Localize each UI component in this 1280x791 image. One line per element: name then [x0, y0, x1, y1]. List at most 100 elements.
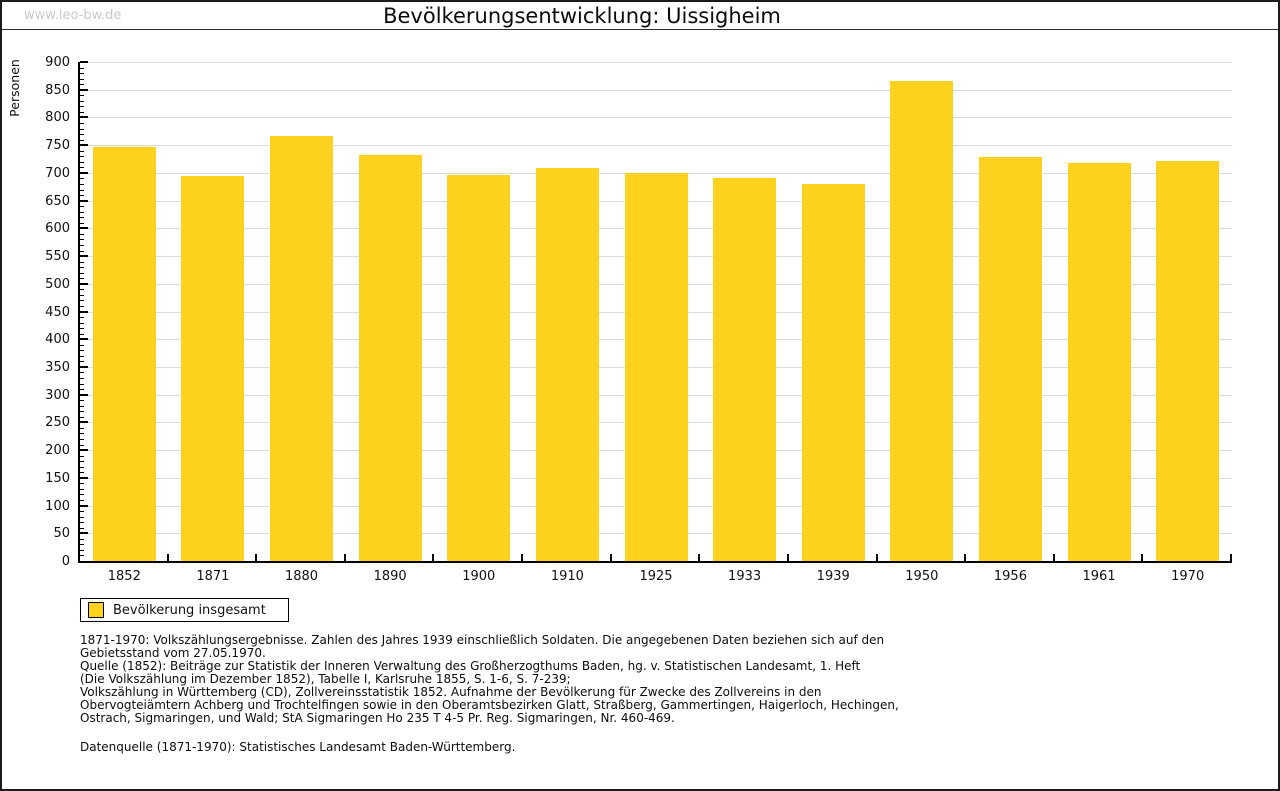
y-axis-tick: [80, 522, 84, 524]
y-axis-tick: [80, 300, 84, 302]
x-axis-tick: [964, 554, 967, 561]
y-axis-tick: [80, 516, 84, 518]
y-axis-tick: [80, 144, 88, 147]
x-axis-label: 1880: [284, 569, 319, 584]
x-axis-label: 1852: [107, 569, 141, 584]
y-axis-tick: [80, 84, 84, 86]
y-axis-tick: [80, 527, 84, 529]
x-axis-tick: [255, 554, 258, 561]
y-axis-tick: [80, 365, 88, 368]
y-axis-tick: [80, 189, 84, 191]
y-axis-tick: [80, 444, 84, 446]
y-axis-tick: [80, 372, 84, 374]
y-axis-tick: [80, 344, 84, 346]
legend-swatch-icon: [88, 602, 104, 618]
y-axis-tick: [80, 150, 84, 152]
x-axis-tick: [521, 554, 524, 561]
y-axis-tick: [80, 61, 88, 63]
y-axis-tick: [80, 122, 84, 124]
x-axis-tick: [432, 554, 435, 561]
y-axis-label: 800: [45, 110, 70, 126]
y-axis-tick: [80, 421, 88, 424]
gridline: [80, 89, 1232, 91]
y-axis-tick: [80, 472, 84, 474]
legend: Bevölkerung insgesamt: [80, 598, 289, 622]
y-axis-tick: [80, 111, 84, 113]
bar-1890: [358, 155, 422, 561]
bar-1871: [181, 175, 245, 561]
bar-1939: [801, 183, 865, 561]
y-axis-tick: [80, 532, 88, 535]
y-axis-tick: [80, 461, 84, 463]
x-axis-tick: [786, 554, 789, 561]
y-axis-tick: [80, 544, 84, 546]
y-axis-label: 150: [45, 470, 70, 486]
y-axis-tick: [80, 416, 84, 418]
y-axis-tick: [80, 405, 84, 407]
y-axis-tick: [80, 350, 84, 352]
y-axis-tick: [80, 116, 88, 119]
y-axis-label: 500: [45, 276, 70, 292]
y-axis-tick: [80, 317, 84, 319]
y-axis-tick: [80, 538, 84, 540]
y-axis-tick: [80, 400, 84, 402]
y-axis-tick: [80, 139, 84, 141]
bar-1933: [713, 178, 777, 561]
y-axis-label: 250: [45, 415, 70, 431]
y-axis-tick: [80, 250, 84, 252]
y-axis-tick: [80, 199, 88, 202]
gridline: [80, 145, 1232, 147]
y-axis-tick: [80, 476, 88, 479]
y-axis-tick: [80, 278, 84, 280]
bar-1950: [890, 80, 954, 561]
y-axis-tick: [80, 333, 84, 335]
x-axis-tick: [875, 554, 878, 561]
y-axis-tick: [80, 100, 84, 102]
y-axis-label: 700: [45, 165, 70, 181]
footer-note-line: Gebietsstand vom 27.05.1970.: [80, 646, 266, 660]
y-axis-label: 650: [45, 193, 70, 209]
y-axis-label: 0: [61, 554, 70, 569]
y-axis-tick: [80, 504, 88, 507]
y-axis-label: 50: [53, 526, 70, 542]
y-axis-tick: [80, 195, 84, 197]
y-axis-tick: [80, 261, 84, 263]
x-axis-label: 1939: [816, 569, 850, 584]
y-axis-tick: [80, 439, 84, 441]
y-axis-tick: [80, 383, 84, 385]
y-axis-tick: [80, 171, 88, 174]
x-axis-label: 1900: [462, 569, 496, 584]
y-axis-tick: [80, 305, 84, 307]
chart-title: Bevölkerungsentwicklung: Uissigheim: [383, 4, 781, 28]
y-axis-label: 900: [45, 55, 70, 70]
y-axis-tick: [80, 500, 84, 501]
y-axis-label: 550: [45, 249, 70, 265]
footer-note-line: Obervogteiämtern Achberg und Trochtelfin…: [80, 698, 899, 712]
y-axis-tick: [80, 338, 88, 341]
x-axis-label: 1890: [373, 569, 407, 584]
y-axis-tick: [80, 361, 84, 363]
y-axis-tick: [80, 255, 88, 258]
y-axis-tick: [80, 449, 88, 452]
y-axis-title: Personen: [7, 59, 22, 117]
y-axis-tick: [80, 244, 84, 246]
y-axis-tick: [80, 183, 84, 185]
y-axis-tick: [80, 128, 84, 130]
bar-1956: [978, 157, 1042, 561]
y-axis-tick: [80, 488, 84, 490]
x-axis-label: 1910: [550, 569, 584, 584]
y-axis-tick: [80, 549, 84, 551]
y-axis-tick: [80, 106, 84, 108]
y-axis-label: 850: [45, 82, 70, 98]
y-axis-tick: [80, 555, 84, 557]
footer-datasource: Datenquelle (1871-1970): Statistisches L…: [80, 740, 516, 754]
y-axis-tick: [80, 88, 88, 91]
y-axis-tick: [80, 78, 84, 80]
plot-area: Personen 0 50 100 150 200 250 300 350 400 450 500 5…: [7, 55, 1232, 584]
y-axis-tick: [80, 178, 84, 180]
y-axis-tick: [80, 73, 84, 75]
y-axis-tick: [80, 156, 84, 158]
y-axis-label: 750: [45, 138, 70, 154]
x-axis-label: 1956: [993, 569, 1027, 584]
